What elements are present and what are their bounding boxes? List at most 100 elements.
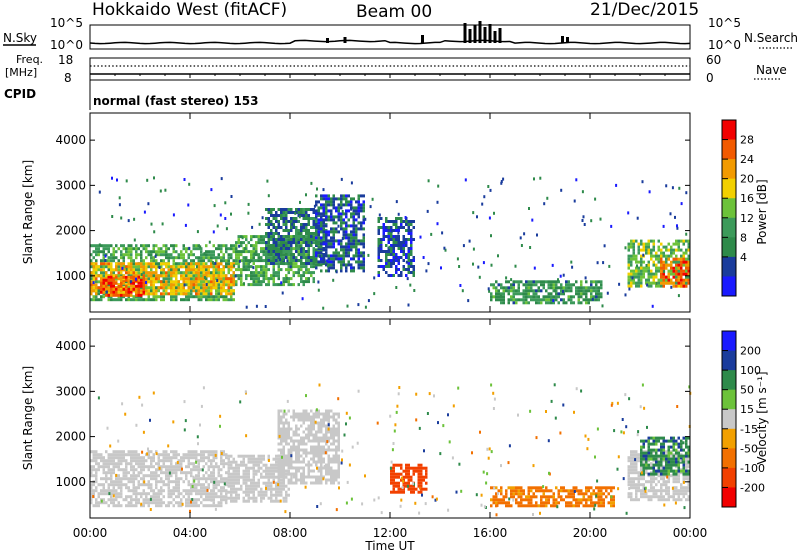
heatmap-cell — [165, 453, 168, 456]
heatmap-cell — [355, 200, 358, 203]
heatmap-cell — [388, 229, 391, 232]
heatmap-cell — [351, 181, 353, 184]
heatmap-cell — [353, 257, 356, 260]
heatmap-cell — [457, 257, 459, 260]
heatmap-cell — [370, 205, 372, 208]
heatmap-cell — [120, 279, 123, 282]
heatmap-cell — [393, 482, 396, 485]
heatmap-cell — [213, 256, 216, 259]
heatmap-cell — [293, 253, 296, 256]
heatmap-cell — [580, 301, 583, 304]
heatmap-cell — [313, 437, 316, 440]
heatmap-cell — [330, 437, 333, 440]
heatmap-cell — [293, 241, 296, 244]
heatmap-cell — [340, 245, 343, 248]
heatmap-cell — [198, 462, 201, 465]
heatmap-cell — [308, 437, 311, 440]
heatmap-cell — [683, 243, 686, 246]
heatmap-cell — [185, 489, 188, 492]
heatmap-cell — [385, 265, 388, 268]
heatmap-cell — [100, 274, 103, 277]
heatmap-cell — [313, 217, 316, 220]
heatmap-cell — [645, 243, 648, 246]
heatmap-cell — [575, 286, 578, 289]
heatmap-cell — [649, 190, 651, 193]
heatmap-cell — [183, 453, 186, 456]
heatmap-cell — [168, 486, 171, 489]
heatmap-cell — [638, 252, 641, 255]
heatmap-cell — [230, 488, 233, 491]
heatmap-cell — [111, 177, 113, 180]
heatmap-cell — [325, 203, 327, 206]
heatmap-cell — [170, 474, 173, 477]
heatmap-cell — [150, 501, 153, 504]
heatmap-cell — [322, 307, 324, 310]
heatmap-cell — [335, 461, 338, 464]
heatmap-cell — [203, 262, 206, 265]
heatmap-cell — [353, 230, 356, 233]
heatmap-cell — [105, 294, 108, 297]
heatmap-cell — [133, 468, 136, 471]
heatmap-cell — [325, 194, 328, 197]
heatmap-cell — [218, 465, 221, 468]
heatmap-cell — [253, 488, 256, 491]
heatmap-cell — [333, 416, 336, 419]
heatmap-cell — [193, 489, 196, 492]
heatmap-cell — [323, 214, 326, 217]
heatmap-cell — [288, 235, 291, 238]
heatmap-cell — [343, 221, 346, 224]
heatmap-cell — [233, 298, 236, 301]
heatmap-cell — [98, 268, 101, 271]
heatmap-cell — [403, 253, 406, 256]
heatmap-cell — [224, 217, 226, 220]
heatmap-cell — [205, 456, 208, 459]
heatmap-cell — [120, 480, 123, 483]
heatmap-cell — [153, 259, 156, 262]
heatmap-cell — [128, 450, 131, 453]
heatmap-cell — [240, 464, 243, 467]
heatmap-cell — [300, 461, 303, 464]
heatmap-cell — [330, 245, 333, 248]
heatmap-cell — [130, 285, 133, 288]
heatmap-cell — [300, 443, 303, 446]
heatmap-cell — [280, 488, 283, 491]
heatmap-cell — [305, 244, 308, 247]
heatmap-cell — [413, 274, 416, 277]
heatmap-cell — [310, 425, 313, 428]
heatmap-cell — [273, 253, 276, 256]
heatmap-cell — [550, 295, 553, 298]
heatmap-cell — [123, 453, 126, 456]
heatmap-cell — [283, 422, 286, 425]
heatmap-cell — [390, 262, 393, 265]
heatmap-cell — [348, 200, 351, 203]
heatmap-cell — [595, 298, 598, 301]
heatmap-cell — [345, 251, 348, 254]
heatmap-cell — [163, 462, 166, 465]
heatmap-cell — [150, 271, 153, 274]
heatmap-cell — [476, 215, 478, 218]
heatmap-cell — [594, 198, 596, 201]
heatmap-cell — [198, 274, 201, 277]
heatmap-cell — [288, 208, 291, 211]
heatmap-cell — [208, 453, 211, 456]
heatmap-cell — [385, 250, 388, 253]
heatmap-cell — [335, 254, 338, 257]
heatmap-cell — [318, 482, 321, 485]
heatmap-cell — [188, 453, 191, 456]
heatmap-cell — [118, 495, 121, 498]
heatmap-cell — [675, 270, 678, 273]
heatmap-cell — [125, 271, 128, 274]
heatmap-cell — [363, 239, 366, 242]
heatmap-cell — [635, 285, 638, 288]
heatmap-cell — [203, 498, 206, 501]
heatmap-cell — [538, 280, 541, 283]
heatmap-cell — [290, 449, 293, 452]
heatmap-cell — [260, 497, 263, 500]
heatmap-cell — [235, 247, 238, 250]
heatmap-cell — [173, 292, 176, 295]
heatmap-cell — [188, 495, 191, 498]
heatmap-cell — [255, 280, 258, 283]
heatmap-cell — [288, 410, 291, 413]
heatmap-cell — [285, 440, 288, 443]
